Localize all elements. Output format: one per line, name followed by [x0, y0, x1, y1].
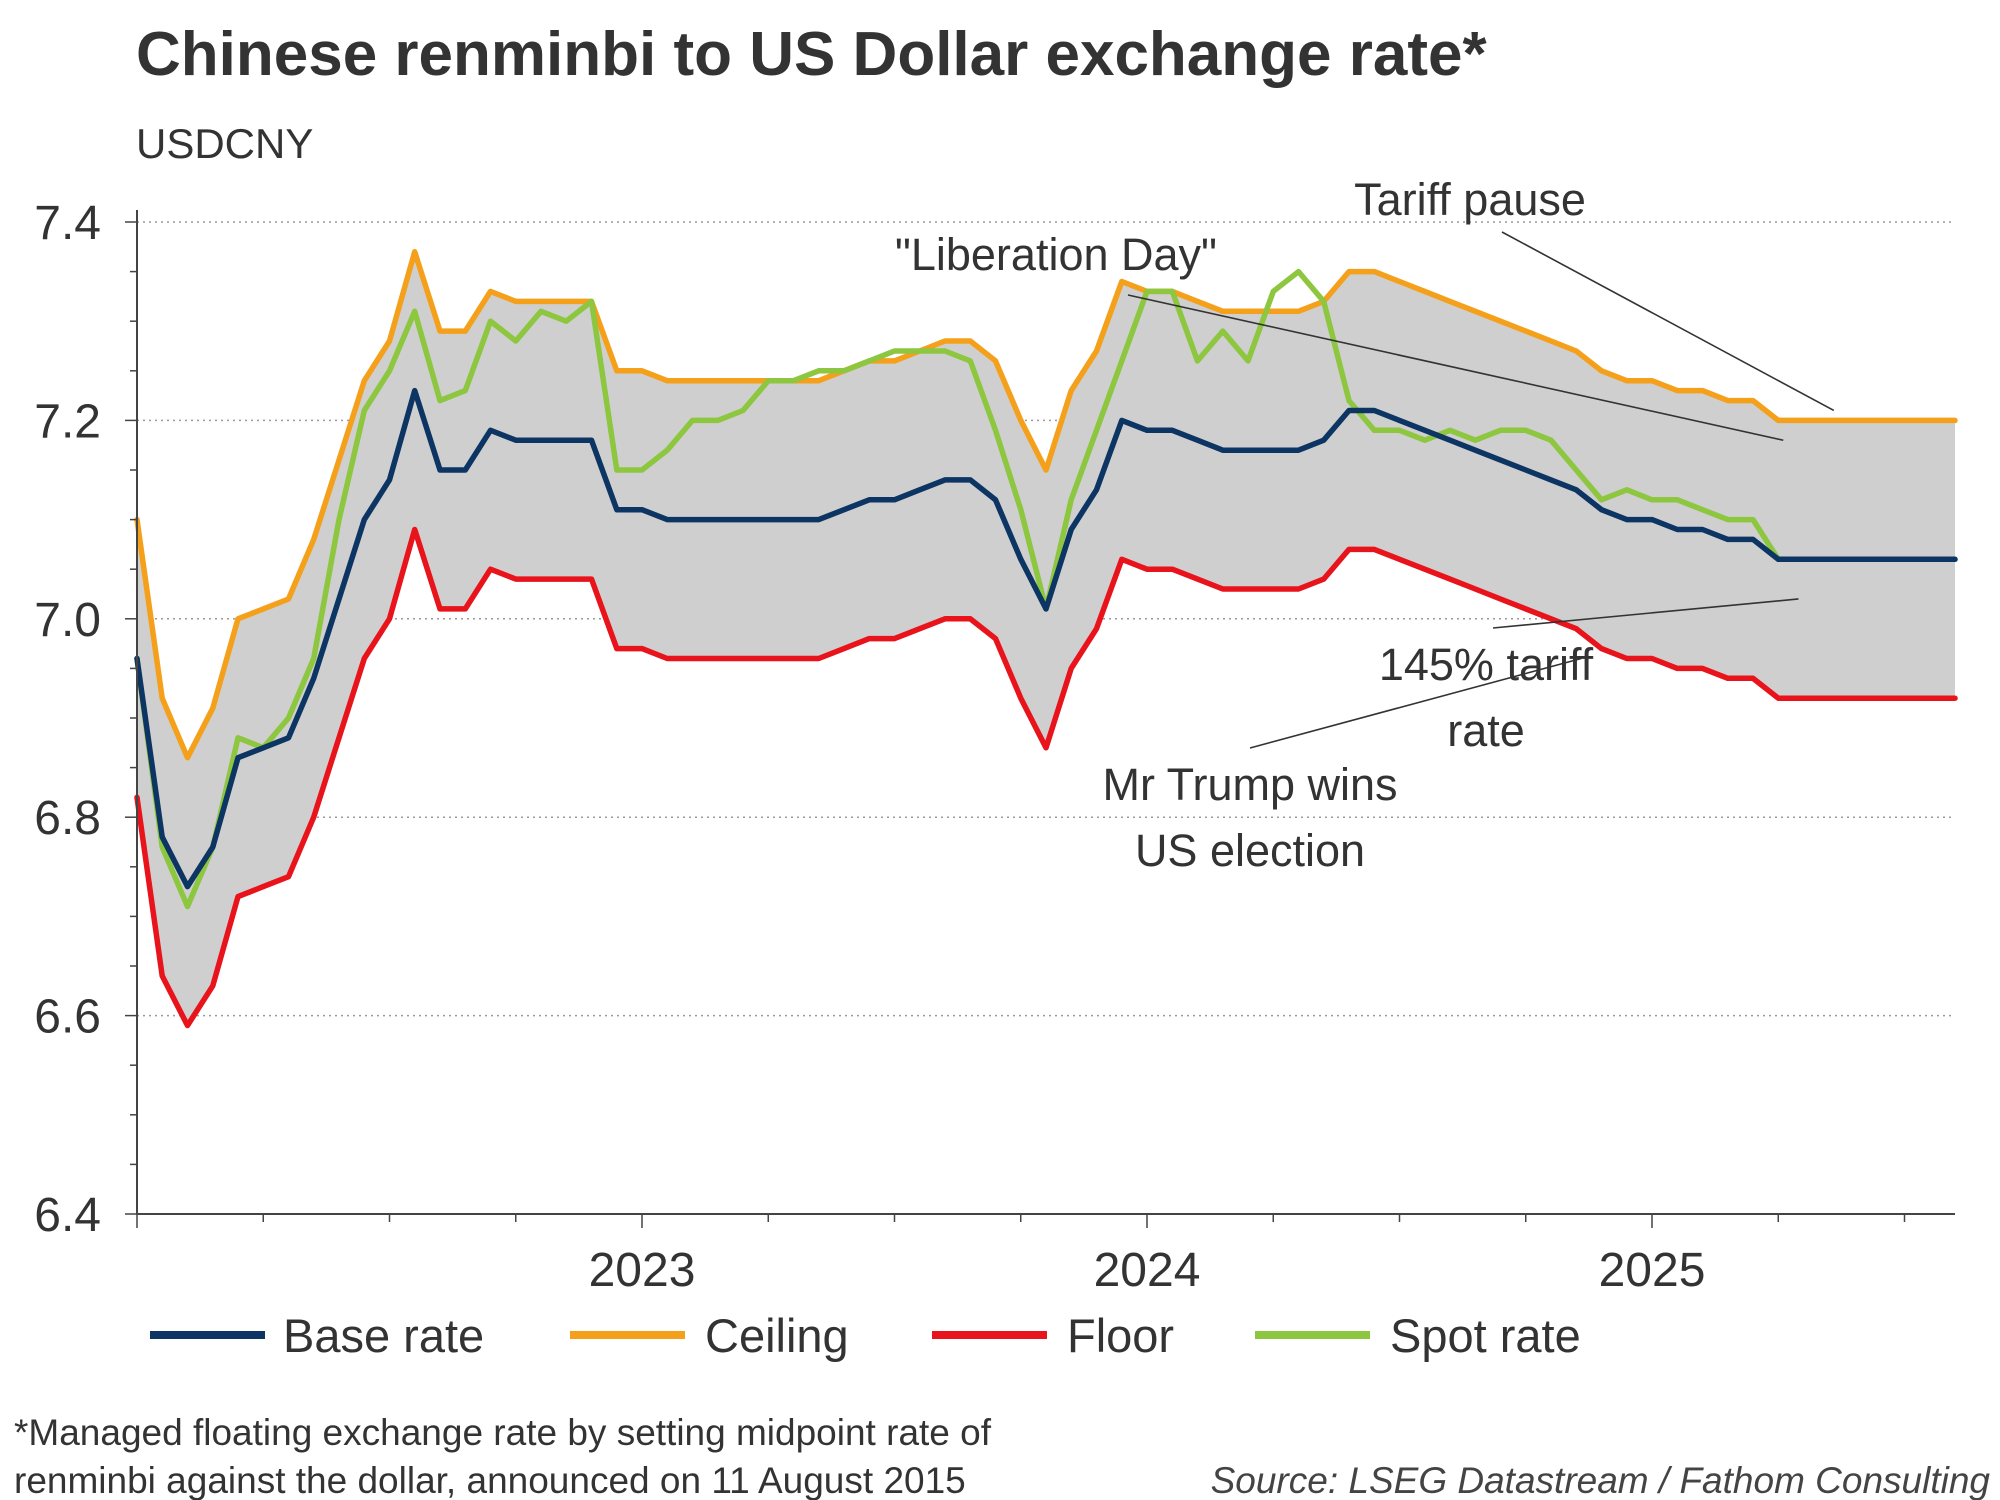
- y-tick-label: 7.2: [34, 395, 101, 448]
- y-tick-label: 6.4: [34, 1189, 101, 1242]
- series-lines: [134, 249, 1958, 1029]
- legend-label-ceiling: Ceiling: [705, 1309, 849, 1362]
- annotation-145-tariff-line2: rate: [1447, 705, 1525, 756]
- legend-label-spot-rate: Spot rate: [1390, 1309, 1581, 1362]
- y-tick-label: 7.4: [34, 197, 101, 250]
- annotation-145-tariff-line1: 145% tariff: [1379, 639, 1594, 690]
- footnote-line-2: renminbi against the dollar, announced o…: [14, 1460, 966, 1500]
- annotation-leader-tariff145: [1492, 598, 1799, 629]
- x-tick-label: 2025: [1599, 1244, 1706, 1297]
- x-tick-label: 2023: [589, 1244, 696, 1297]
- ceiling-line: [134, 249, 1958, 761]
- x-tick-label: 2024: [1094, 1244, 1201, 1297]
- annotation-leader-lines: [1127, 231, 1835, 749]
- axes: [125, 210, 1955, 1228]
- chart-title: Chinese renminbi to US Dollar exchange r…: [136, 20, 1487, 89]
- annotation-election-line2: US election: [1135, 825, 1365, 876]
- y-tick-label: 6.6: [34, 991, 101, 1044]
- legend: Base rate Ceiling Floor Spot rate: [150, 1309, 1581, 1362]
- y-tick-label: 7.0: [34, 594, 101, 647]
- legend-label-floor: Floor: [1067, 1309, 1174, 1362]
- annotation-leader-pause: [1501, 231, 1835, 412]
- annotation-tariff-pause: Tariff pause: [1354, 174, 1586, 225]
- source-credit: Source: LSEG Datastream / Fathom Consult…: [1211, 1460, 1991, 1500]
- base-rate-line: [134, 387, 1958, 890]
- annotations: "Liberation Day" Tariff pause 145% tarif…: [895, 174, 1594, 876]
- floor-line: [134, 526, 1958, 1029]
- ceiling-floor-band: [137, 251, 1955, 1026]
- y-axis-tick-labels: 6.4 6.6 6.8 7.0 7.2 7.4: [34, 197, 101, 1242]
- annotation-leader-election: [1249, 657, 1582, 749]
- legend-label-base-rate: Base rate: [283, 1309, 484, 1362]
- annotation-leader-liberation: [1127, 294, 1784, 442]
- y-tick-label: 6.8: [34, 792, 101, 845]
- annotation-election-line1: Mr Trump wins: [1102, 759, 1397, 810]
- chart-subtitle: USDCNY: [136, 120, 313, 167]
- annotation-liberation-day: "Liberation Day": [895, 229, 1217, 280]
- footnote-line-1: *Managed floating exchange rate by setti…: [14, 1412, 992, 1453]
- x-axis-tick-labels: 2023 2024 2025: [589, 1244, 1706, 1297]
